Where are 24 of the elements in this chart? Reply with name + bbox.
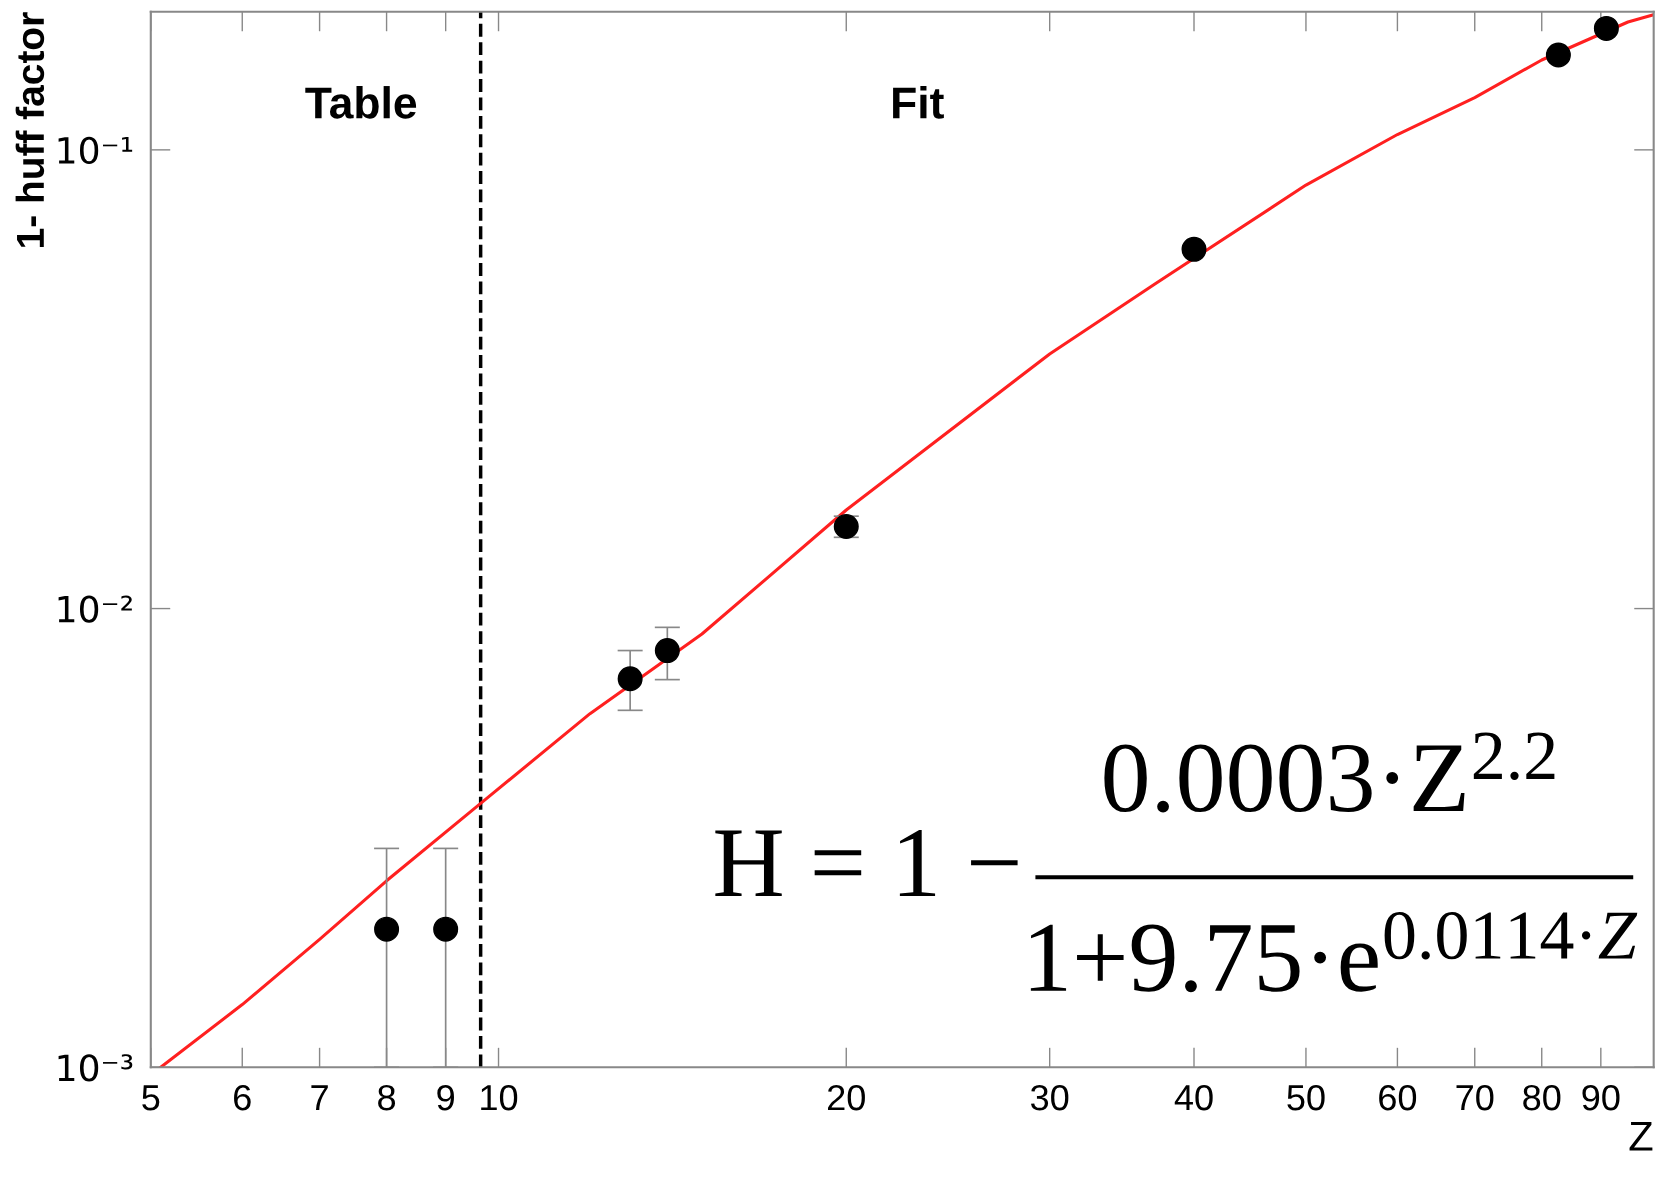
x-axis-title: Z: [1629, 1121, 1653, 1151]
y-tick-label: 10⁻²: [58, 595, 132, 623]
x-tick-label: 7: [311, 1085, 328, 1111]
y-tick-label: 10⁻³: [58, 1054, 133, 1082]
y-tick-label: 10⁻¹: [58, 136, 133, 165]
x-tick-label: 9: [437, 1084, 454, 1111]
x-tick-label: 60: [1379, 1084, 1417, 1111]
x-tick-label: 5: [142, 1085, 160, 1111]
annotation: H = 1 −: [715, 830, 1018, 897]
x-tick-label: 6: [234, 1084, 251, 1111]
x-tick-label: 90: [1582, 1084, 1620, 1111]
x-tick-label: 20: [828, 1084, 865, 1111]
annotation: Fit: [893, 86, 944, 119]
x-tick-label: 50: [1287, 1084, 1325, 1111]
x-tick-label: 10: [481, 1084, 518, 1111]
x-tick-label: 40: [1174, 1084, 1213, 1111]
annotation: 1+9.75·e$^{0.0114·Z}$: [1030, 912, 1638, 993]
x-tick-label: 30: [1030, 1084, 1069, 1111]
annotation: Table: [305, 86, 417, 119]
x-tick-label: 70: [1456, 1084, 1494, 1111]
x-tick-label: 80: [1523, 1084, 1561, 1111]
y-axis-title: 1- huff factor: [15, 12, 45, 247]
x-tick-label: 8: [378, 1084, 396, 1111]
annotation: 0.0003·Z$^{2.2}$: [1104, 732, 1555, 813]
